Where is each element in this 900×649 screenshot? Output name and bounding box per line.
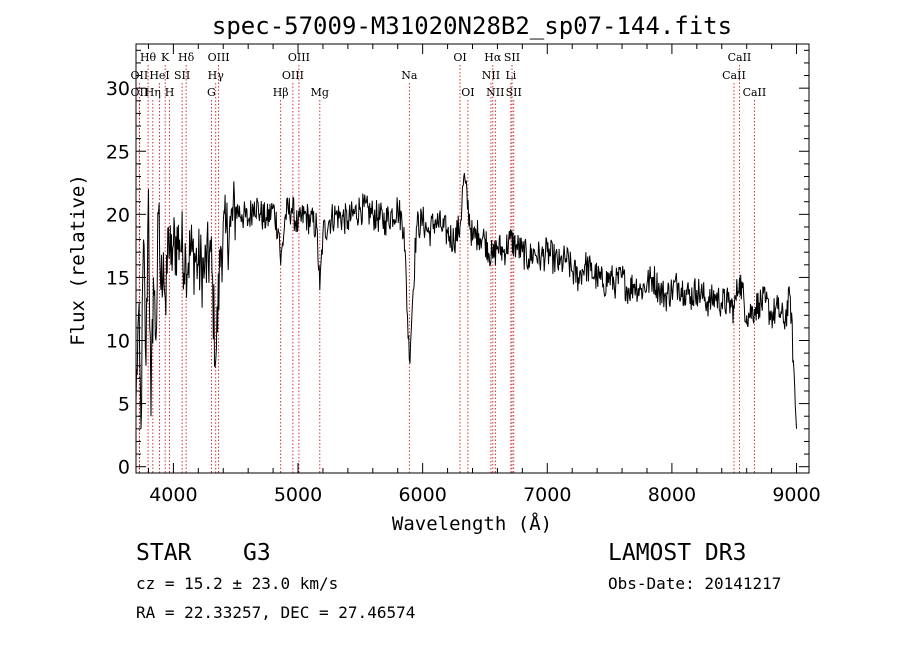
marker-label-20: H <box>165 86 175 99</box>
marker-label-3: OIII <box>208 51 230 64</box>
y-tick-label-4: 20 <box>106 204 130 226</box>
x-axis-label: Wavelength (Å) <box>392 512 552 535</box>
marker-label-6: Hα <box>484 51 502 64</box>
y-tick-label-3: 15 <box>106 267 130 289</box>
y-tick-label-5: 25 <box>106 141 130 163</box>
marker-label-21: G <box>207 86 216 99</box>
x-tick-label-4: 8000 <box>648 484 696 506</box>
y-tick-label-0: 0 <box>118 457 130 479</box>
marker-label-27: CaII <box>743 86 767 99</box>
x-axis: 4000 5000 6000 7000 8000 9000 <box>147 44 821 506</box>
chart-title: spec-57009-M31020N28B2_sp07-144.fits <box>212 12 732 40</box>
marker-label-7: SII <box>504 51 520 64</box>
marker-label-17: CaII <box>722 69 746 82</box>
marker-label-2: Hδ <box>178 51 195 64</box>
y-tick-label-1: 5 <box>118 394 130 416</box>
x-tick-label-3: 7000 <box>523 484 571 506</box>
marker-label-8: CaII <box>728 51 752 64</box>
object-class: STAR <box>136 540 192 566</box>
marker-label-1: K <box>161 51 170 64</box>
survey-label: LAMOST DR3 <box>608 540 747 566</box>
marker-label-19: Hη <box>145 86 161 99</box>
marker-label-14: Na <box>401 69 418 82</box>
spectral-subclass: G3 <box>243 540 271 566</box>
marker-label-18: OII <box>131 86 149 99</box>
marker-label-25: NII <box>486 86 504 99</box>
marker-label-24: OI <box>461 86 474 99</box>
velocity-text: cz = 15.2 ± 23.0 km/s <box>136 574 339 593</box>
marker-label-5: OI <box>453 51 466 64</box>
marker-label-0: Hθ <box>140 51 157 64</box>
plot-frame <box>135 43 810 474</box>
marker-label-11: SII <box>174 69 190 82</box>
marker-label-23: Mg <box>311 86 329 99</box>
x-tick-label-2: 6000 <box>398 484 446 506</box>
y-axis: 0 5 10 15 20 25 30 <box>106 49 809 479</box>
y-tick-label-6: 30 <box>106 78 130 100</box>
spectrum-line <box>135 173 797 429</box>
marker-label-15: NII <box>482 69 500 82</box>
x-tick-label-5: 9000 <box>772 484 820 506</box>
marker-label-4: OIII <box>288 51 310 64</box>
marker-label-13: OIII <box>282 69 304 82</box>
marker-label-22: Hβ <box>273 86 289 99</box>
marker-label-16: Li <box>505 69 516 82</box>
y-tick-label-2: 10 <box>106 331 130 353</box>
marker-label-10: HeI <box>149 69 169 82</box>
x-tick-label-0: 4000 <box>149 484 197 506</box>
x-tick-label-1: 5000 <box>274 484 322 506</box>
marker-label-26: SII <box>506 86 522 99</box>
y-axis-label: Flux (relative) <box>67 174 89 346</box>
obs-date-text: Obs-Date: 20141217 <box>608 574 782 593</box>
coordinates-text: RA = 22.33257, DEC = 27.46574 <box>136 603 416 622</box>
marker-label-12: Hγ <box>208 69 225 82</box>
